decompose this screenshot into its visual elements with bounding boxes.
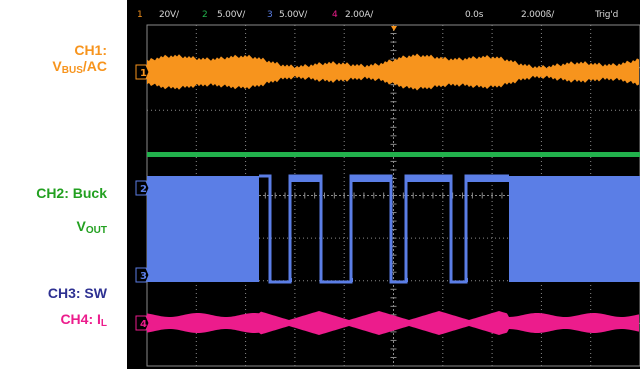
ch3-marker: 3	[135, 267, 150, 283]
ch3-switching-burst	[147, 176, 259, 282]
time-offset: 0.0s	[465, 10, 484, 20]
ch3-pulse-top	[466, 176, 509, 182]
ch2-marker: 2	[135, 180, 150, 196]
ch3-label: CH3: SW	[47, 285, 107, 301]
timebase: 2.000ß/	[521, 10, 555, 20]
ch2-vout-label: VOUT	[76, 218, 107, 236]
ch3-pulse-trace	[259, 174, 509, 284]
ch3-marker-box	[135, 267, 150, 283]
waveform-traces	[147, 53, 640, 335]
ch4-waveform	[147, 311, 639, 335]
ch3-pulse-top	[290, 176, 321, 182]
ch2-marker-box	[135, 180, 150, 196]
ch4-scale: 2.00A/	[345, 10, 374, 20]
oscilloscope-screen: 1 2 3 4	[135, 24, 640, 367]
ch2-number: 2	[202, 10, 208, 20]
trigger-status: Trig'd	[595, 10, 619, 20]
ch3-pulse-edge	[351, 278, 353, 282]
ch1-waveform	[147, 53, 639, 91]
ch3-switching-burst	[509, 176, 640, 282]
status-bar: 1 20V/ 2 5.00V/ 3 5.00V/ 4 2.00A/ 0.0s 2…	[127, 10, 640, 24]
ch1-number: 1	[137, 10, 143, 20]
ch4-label: CH4: IL	[60, 311, 107, 329]
ch1-marker-box	[135, 64, 150, 80]
ch3-pulse-top	[351, 176, 391, 182]
channel-markers: 1 2 3 4	[135, 64, 150, 331]
ch3-pulse-edge	[406, 278, 408, 282]
ch3-pulse-edge	[290, 278, 292, 282]
ch3-pulse-edge	[466, 278, 468, 282]
trigger-position-marker	[391, 26, 397, 31]
ch1-marker-label: 1	[140, 68, 147, 79]
ch1-label: CH1: VBUS/AC	[52, 42, 107, 76]
ch4-marker: 4	[135, 315, 150, 331]
ch2-waveform	[147, 152, 640, 157]
ch4-marker-box	[135, 315, 150, 331]
ch3-number: 3	[267, 10, 273, 20]
ch2-marker-label: 2	[140, 184, 147, 195]
ch2-label: CH2: Buck	[36, 185, 107, 201]
ch3-scale: 5.00V/	[279, 10, 308, 20]
ch4-number: 4	[332, 10, 338, 20]
ch3-pulse-top	[406, 176, 451, 182]
ch4-marker-label: 4	[140, 319, 147, 330]
ch3-marker-label: 3	[140, 271, 147, 282]
ch1-scale: 20V/	[159, 10, 179, 20]
ch2-scale: 5.00V/	[217, 10, 246, 20]
ch1-marker: 1	[135, 64, 150, 80]
